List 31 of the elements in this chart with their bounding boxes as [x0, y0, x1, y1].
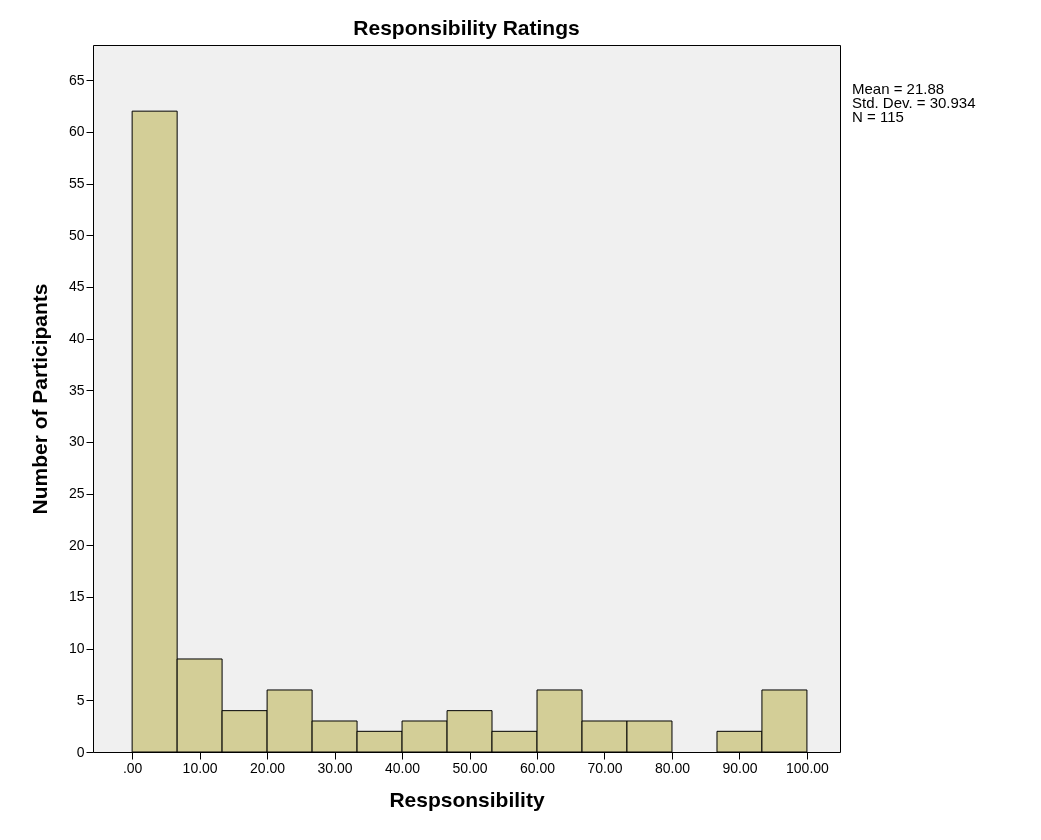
- x-tick-label: 80.00: [654, 759, 691, 776]
- y-tick-label: 55: [68, 175, 85, 192]
- x-tick-label: 40.00: [385, 759, 421, 776]
- chart-title: Responsibility Ratings: [353, 16, 580, 39]
- y-tick-label: 35: [68, 381, 85, 398]
- y-axis-title: Number of Participants: [27, 283, 51, 515]
- y-tick-label: 5: [76, 691, 85, 708]
- y-tick-label: 30: [68, 433, 85, 450]
- text: Mean = 21.88: [852, 80, 946, 97]
- y-tick-label: 10: [68, 640, 85, 657]
- y-tick-label: 25: [68, 485, 85, 502]
- x-axis-title: Respsonsibility: [389, 787, 545, 811]
- x-tick-label: 70.00: [587, 759, 623, 776]
- x-tick-label: 60.00: [519, 759, 556, 776]
- text: N = 115: [852, 108, 905, 125]
- y-tick-label: 50: [68, 226, 85, 243]
- y-tick-label: 40: [68, 330, 85, 347]
- y-tick-label: 65: [68, 71, 85, 88]
- x-tick-label: .00: [122, 759, 143, 776]
- x-tick-label: 100.00: [786, 759, 830, 776]
- x-tick-label: 90.00: [722, 759, 758, 776]
- x-tick-label: 50.00: [452, 759, 488, 776]
- y-tick-label: 45: [68, 278, 85, 295]
- y-tick-label: 20: [68, 536, 85, 553]
- y-tick-label: 60: [68, 123, 85, 140]
- y-tick-label: 15: [68, 588, 85, 605]
- y-tick-label: 0: [76, 743, 85, 760]
- x-tick-label: 10.00: [182, 759, 218, 776]
- text: Std. Dev. = 30.934: [852, 94, 976, 111]
- x-tick-label: 30.00: [317, 759, 353, 776]
- x-tick-label: 20.00: [250, 759, 286, 776]
